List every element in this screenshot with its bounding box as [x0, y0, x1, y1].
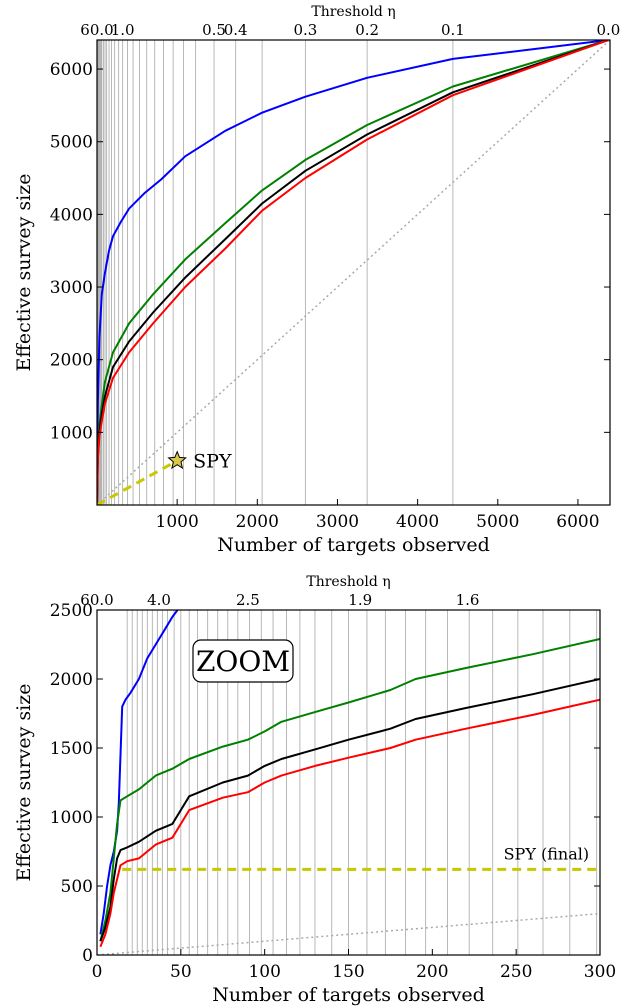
y-tick-label: 6000 [50, 60, 93, 80]
x-tick-label: 1000 [156, 512, 199, 532]
series-line-1 [99, 638, 600, 942]
x-tick-label: 250 [500, 962, 532, 982]
annotation-label: SPY (final) [504, 844, 590, 863]
top-tick-label: 60.0 [80, 591, 113, 609]
top-tick-label: 1.9 [348, 591, 372, 609]
top-tick-label: 1.6 [456, 591, 480, 609]
x-tick-label: 5000 [476, 512, 519, 532]
y-tick-label: 3000 [50, 278, 93, 298]
top-tick-label: 4.0 [147, 591, 171, 609]
top-tick-label: 60.0 [80, 21, 113, 39]
y-tick-label: 1000 [50, 423, 93, 443]
y-tick-label: 0 [82, 946, 93, 966]
series-line-1 [97, 40, 609, 505]
series-line-3 [97, 40, 609, 505]
x-tick-label: 150 [332, 962, 364, 982]
zoom-label: ZOOM [196, 645, 290, 678]
series-line-0 [99, 610, 179, 935]
plot-frame [96, 39, 611, 506]
series-line-0 [97, 40, 609, 505]
y-axis-label: Effective survey size [13, 684, 35, 882]
top-tick-label: 2.5 [236, 591, 260, 609]
y-axis-label: Effective survey size [13, 174, 35, 372]
spy-star-marker [167, 450, 187, 470]
x-tick-label: 3000 [316, 512, 359, 532]
top-tick-label: 0.2 [355, 21, 379, 39]
plot-area [97, 610, 600, 955]
series-line-2 [99, 678, 600, 942]
top-tick-label: 0.4 [224, 21, 248, 39]
x-tick-label: 50 [170, 962, 192, 982]
top-chart: 1000 2000 3000 4000 5000 6000 1000 2000 3000 4000… [13, 4, 620, 556]
x-axis-label: Number of targets observed [217, 534, 490, 556]
top-tick-label: 1.0 [111, 21, 135, 39]
y-tick-label: 2000 [50, 351, 93, 371]
y-tick-label: 2500 [50, 601, 93, 621]
series-line-4 [97, 40, 610, 505]
top-tick-label: 0.3 [293, 21, 317, 39]
y-tick-label: 500 [61, 877, 93, 897]
top-tick-label: 0.0 [596, 21, 620, 39]
x-tick-label: 4000 [396, 512, 439, 532]
x-tick-label: 100 [248, 962, 280, 982]
top-tick-label: 0.1 [441, 21, 465, 39]
plot-area [97, 40, 610, 505]
zoom-box [192, 639, 294, 683]
y-tick-label: 1500 [50, 739, 93, 759]
series-line-3 [99, 698, 600, 948]
x-tick-label: 2000 [236, 512, 279, 532]
y-tick-label: 4000 [50, 205, 93, 225]
top-axis-label: Threshold η [306, 574, 390, 590]
x-tick-label: 6000 [556, 512, 599, 532]
series-line-5 [97, 459, 178, 505]
x-tick-label: 300 [584, 962, 616, 982]
x-tick-label: 0 [92, 962, 103, 982]
annotation-label: SPY [193, 451, 232, 473]
zoom-chart: 0 50 100 150 200 250 300 0 500 1000 1500 2000 250060… [13, 574, 616, 1006]
x-axis-label: Number of targets observed [212, 984, 485, 1006]
series-line-4 [97, 912, 600, 955]
y-tick-label: 1000 [50, 808, 93, 828]
y-tick-label: 5000 [50, 133, 93, 153]
y-tick-label: 2000 [50, 670, 93, 690]
x-tick-label: 200 [416, 962, 448, 982]
top-tick-label: 0.5 [202, 21, 226, 39]
top-axis-label: Threshold η [311, 4, 395, 20]
